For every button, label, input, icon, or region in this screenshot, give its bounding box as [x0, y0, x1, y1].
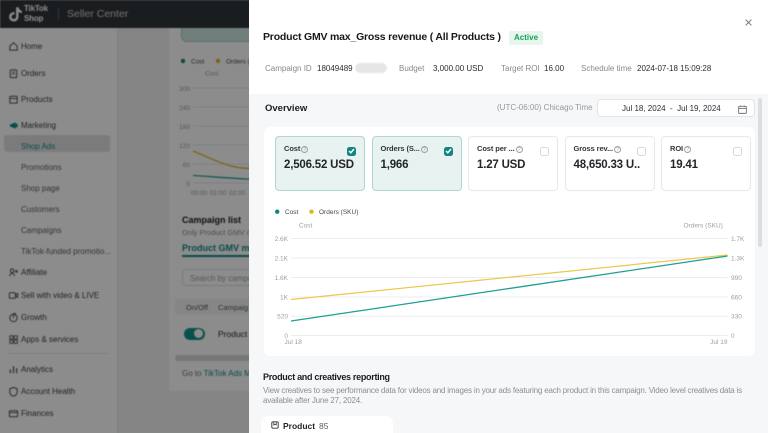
svg-text:520: 520 — [277, 314, 288, 321]
svg-text:01:00: 01:00 — [210, 190, 227, 197]
svg-text:0: 0 — [186, 181, 190, 188]
svg-text:60: 60 — [183, 162, 191, 169]
svg-text:660: 660 — [731, 295, 742, 302]
svg-text:1.6K: 1.6K — [274, 275, 288, 282]
svg-text:0: 0 — [284, 333, 288, 340]
svg-text:02:00: 02:00 — [229, 190, 246, 197]
svg-text:240: 240 — [179, 105, 190, 112]
svg-text:Orders (SKU): Orders (SKU) — [319, 209, 358, 216]
svg-text:1K: 1K — [280, 295, 289, 302]
svg-text:300: 300 — [179, 86, 190, 93]
svg-text:2.6K: 2.6K — [274, 236, 288, 243]
svg-text:Cost: Cost — [285, 209, 299, 216]
svg-text:Cost: Cost — [205, 71, 219, 78]
svg-text:Jul 19: Jul 19 — [710, 339, 728, 346]
svg-text:Orders (SKU): Orders (SKU) — [683, 223, 722, 230]
svg-text:0: 0 — [731, 333, 735, 340]
svg-text:1.7K: 1.7K — [731, 236, 745, 243]
svg-text:990: 990 — [731, 275, 742, 282]
svg-text:00:00: 00:00 — [191, 190, 208, 197]
svg-text:1.3K: 1.3K — [731, 256, 745, 263]
svg-text:120: 120 — [179, 143, 190, 150]
svg-text:Cost: Cost — [299, 223, 313, 230]
svg-text:2.1K: 2.1K — [274, 256, 288, 263]
svg-text:330: 330 — [731, 314, 742, 321]
svg-text:Orders (S: Orders (S — [226, 59, 255, 66]
svg-text:180: 180 — [179, 124, 190, 131]
svg-text:Jul 18: Jul 18 — [284, 339, 302, 346]
svg-text:Cost: Cost — [191, 59, 205, 66]
